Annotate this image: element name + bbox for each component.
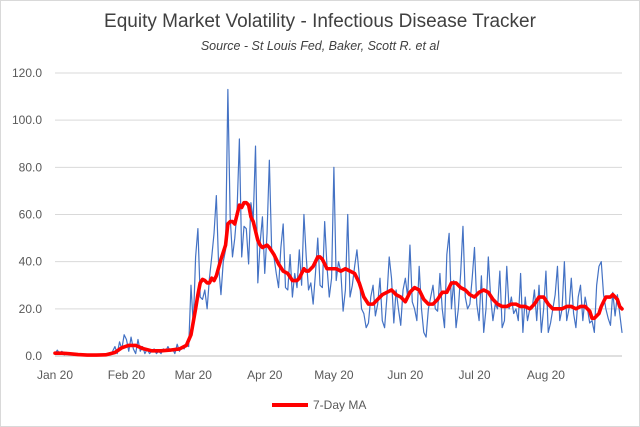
series-layer <box>53 88 624 357</box>
y-tick-label: 120.0 <box>12 66 42 80</box>
gridlines <box>55 72 622 310</box>
x-tick-label: Aug 20 <box>527 368 565 382</box>
axes: 0.0 20.0 40.0 60.0 80.0 100.0 120.0 Jan 20 Feb 2… <box>12 66 622 382</box>
y-tick-label: 80.0 <box>19 160 43 174</box>
x-tick-label: Jan 20 <box>37 368 73 382</box>
legend-label-7day-ma: 7-Day MA <box>313 398 366 412</box>
y-tick-label: 60.0 <box>19 208 43 222</box>
chart-title: Equity Market Volatility - Infectious Di… <box>104 11 536 32</box>
x-tick-label: May 20 <box>314 368 354 382</box>
y-tick-label: 20.0 <box>19 302 43 316</box>
y-tick-label: 100.0 <box>12 113 42 127</box>
x-tick-label: Feb 20 <box>108 368 146 382</box>
chart-subtitle: Source - St Louis Fed, Baker, Scott R. e… <box>200 39 440 53</box>
x-tick-label: Jul 20 <box>458 368 490 382</box>
x-tick-label: Mar 20 <box>175 368 213 382</box>
y-tick-label: 0.0 <box>25 349 42 363</box>
series-line-7day-ma <box>53 200 624 357</box>
series-line-daily <box>54 88 623 356</box>
legend: 7-Day MA <box>272 398 366 412</box>
x-tick-label: Jun 20 <box>387 368 423 382</box>
x-tick-label: Apr 20 <box>247 368 283 382</box>
y-tick-label: 40.0 <box>19 255 43 269</box>
